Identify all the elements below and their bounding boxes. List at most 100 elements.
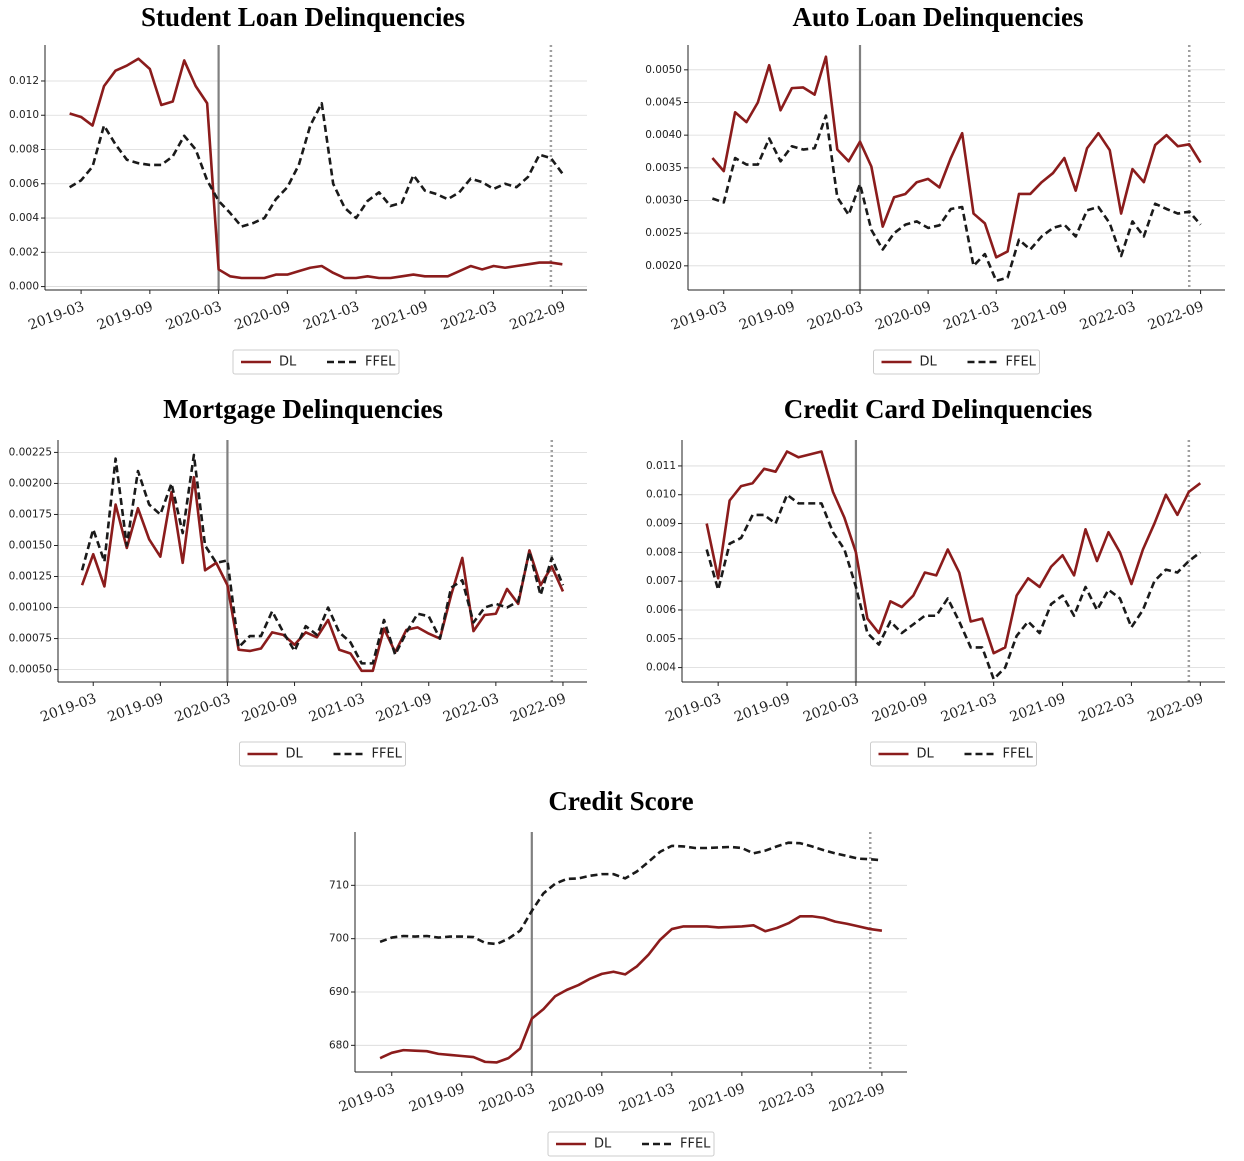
legend-label: DL — [920, 355, 938, 370]
x-tick-label: 2022-03 — [441, 691, 501, 726]
x-tick-label: 2020-03 — [164, 299, 224, 334]
y-tick-label: 0.00150 — [9, 539, 52, 551]
x-tick-label: 2022-03 — [1077, 691, 1137, 726]
line-series — [705, 493, 1202, 681]
subplot: Credit Card Delinquencies 0.004 0.005 0.006… — [646, 394, 1225, 767]
x-tick-label: 2022-09 — [1146, 299, 1206, 334]
x-tick-label: 2019-03 — [337, 1081, 397, 1116]
subplot: Credit Score 680 690 700 710 2019-03 2019-09 20… — [329, 786, 907, 1157]
x-tick-label: 2021-09 — [1010, 299, 1070, 334]
y-tick-label: 0.00200 — [9, 477, 52, 489]
y-tick-label: 0.011 — [646, 460, 676, 472]
y-tick-label: 0.0020 — [645, 260, 682, 272]
x-tick-label: 2021-03 — [941, 299, 1001, 334]
x-tick-label: 2020-03 — [801, 691, 861, 726]
y-tick-label: 680 — [329, 1039, 349, 1051]
y-tick-label: 710 — [329, 879, 349, 891]
x-tick-label: 2019-09 — [95, 299, 155, 334]
x-tick-label: 2022-09 — [508, 299, 568, 334]
y-tick-label: 0.004 — [646, 662, 676, 674]
legend-label: FFEL — [1003, 747, 1034, 762]
y-tick-label: 0.006 — [9, 178, 39, 190]
y-tick-label: 0.010 — [646, 489, 676, 501]
subplot: Student Loan Delinquencies 0.000 0.002 0.00… — [9, 2, 587, 375]
y-tick-label: 0.0030 — [645, 194, 682, 206]
x-tick-label: 2020-09 — [240, 691, 300, 726]
x-tick-label: 2019-09 — [407, 1081, 467, 1116]
line-series — [80, 453, 565, 665]
legend-box — [232, 349, 400, 375]
x-tick-label: 2019-03 — [26, 299, 86, 334]
line-series — [69, 57, 563, 280]
y-tick-label: 0.00075 — [9, 633, 52, 645]
line-series — [80, 475, 565, 673]
line-series — [711, 55, 1202, 259]
x-tick-label: 2021-03 — [307, 691, 367, 726]
y-tick-label: 0.008 — [9, 144, 39, 156]
y-tick-label: 0.002 — [9, 246, 39, 258]
x-tick-label: 2019-09 — [737, 299, 797, 334]
y-tick-label: 0.000 — [9, 281, 39, 293]
y-tick-label: 0.004 — [9, 212, 39, 224]
line-series — [379, 914, 883, 1064]
y-tick-label: 0.007 — [646, 575, 676, 587]
y-tick-label: 0.0045 — [645, 96, 682, 108]
y-tick-label: 0.0025 — [645, 227, 682, 239]
legend-box — [873, 349, 1040, 375]
x-tick-label: 2020-03 — [173, 691, 233, 726]
legend-label: DL — [286, 747, 304, 762]
x-tick-label: 2019-09 — [106, 691, 166, 726]
x-tick-label: 2020-09 — [233, 299, 293, 334]
chart-title: Credit Card Delinquencies — [784, 394, 1093, 424]
x-tick-label: 2021-03 — [301, 299, 361, 334]
x-tick-label: 2021-09 — [1008, 691, 1068, 726]
y-tick-label: 0.00125 — [9, 571, 52, 583]
y-tick-label: 0.008 — [646, 546, 676, 558]
subplot: Mortgage Delinquencies 0.00050 0.00075 0.00… — [9, 394, 587, 767]
legend-label: FFEL — [365, 355, 396, 370]
y-tick-label: 0.00225 — [9, 446, 52, 458]
x-tick-label: 2019-03 — [663, 691, 723, 726]
line-series — [379, 841, 883, 946]
y-tick-label: 0.0040 — [645, 129, 682, 141]
chart-title: Credit Score — [548, 786, 693, 816]
x-tick-label: 2022-03 — [439, 299, 499, 334]
legend-label: FFEL — [372, 747, 403, 762]
x-tick-label: 2021-09 — [370, 299, 430, 334]
legend-label: FFEL — [680, 1137, 711, 1152]
subplot: Auto Loan Delinquencies 0.0020 0.0025 0.003… — [645, 2, 1225, 375]
legend-label: FFEL — [1006, 355, 1037, 370]
x-tick-label: 2019-03 — [669, 299, 729, 334]
legend-label: DL — [917, 747, 935, 762]
y-tick-label: 0.0050 — [645, 64, 682, 76]
x-tick-label: 2022-03 — [757, 1081, 817, 1116]
legend-box — [547, 1131, 715, 1157]
y-tick-label: 0.00050 — [9, 664, 52, 676]
x-tick-label: 2021-03 — [617, 1081, 677, 1116]
legend-box — [870, 741, 1037, 767]
x-tick-label: 2022-03 — [1078, 299, 1138, 334]
line-series — [705, 450, 1202, 655]
y-tick-label: 690 — [329, 986, 349, 998]
y-tick-label: 0.009 — [646, 518, 676, 530]
x-tick-label: 2020-03 — [805, 299, 865, 334]
legend-label: DL — [279, 355, 297, 370]
x-tick-label: 2019-09 — [732, 691, 792, 726]
x-tick-label: 2020-09 — [547, 1081, 607, 1116]
x-tick-label: 2021-03 — [939, 691, 999, 726]
y-tick-label: 0.005 — [646, 633, 676, 645]
x-tick-label: 2022-09 — [508, 691, 568, 726]
chart-title: Auto Loan Delinquencies — [792, 2, 1083, 32]
line-series — [711, 114, 1202, 283]
x-tick-label: 2021-09 — [687, 1081, 747, 1116]
x-tick-label: 2020-09 — [873, 299, 933, 334]
chart-title: Student Loan Delinquencies — [141, 2, 465, 32]
y-tick-label: 0.0035 — [645, 162, 682, 174]
x-tick-label: 2020-03 — [477, 1081, 537, 1116]
x-tick-label: 2022-09 — [827, 1081, 887, 1116]
legend-label: DL — [594, 1137, 612, 1152]
x-tick-label: 2020-09 — [870, 691, 930, 726]
x-tick-label: 2022-09 — [1146, 691, 1206, 726]
y-tick-label: 0.00100 — [9, 602, 52, 614]
